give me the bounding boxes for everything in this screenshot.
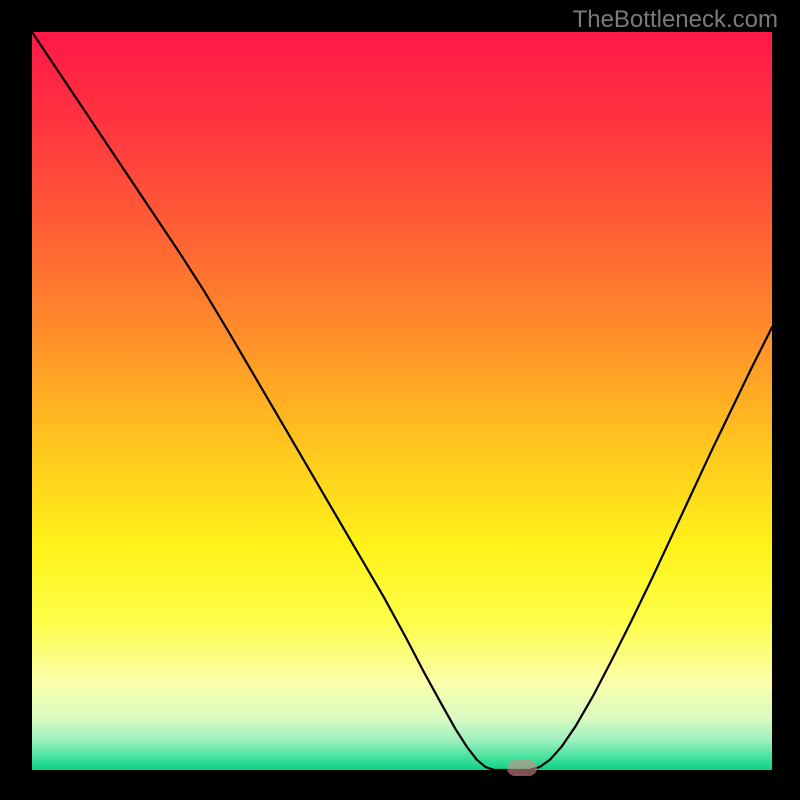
watermark-text: TheBottleneck.com <box>573 6 778 34</box>
plot-area <box>32 32 772 770</box>
bottleneck-curve <box>32 32 772 770</box>
optimum-marker <box>507 760 537 776</box>
